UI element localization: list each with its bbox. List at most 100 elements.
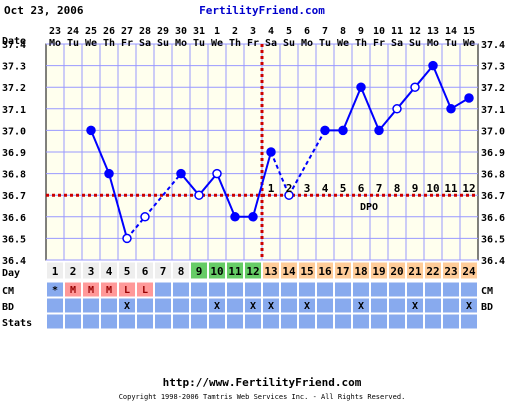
row-cell-days xyxy=(172,261,190,280)
temp-point xyxy=(230,212,240,222)
row-cell-days xyxy=(244,261,262,280)
days-value: 16 xyxy=(318,265,332,278)
temp-segment xyxy=(288,129,326,196)
row-cell-cm xyxy=(460,281,478,298)
dpo-number: 11 xyxy=(444,182,458,195)
row-cell-days xyxy=(388,261,406,280)
row-cell-stats xyxy=(388,313,406,330)
temp-point xyxy=(212,168,222,179)
row-cell-stats xyxy=(316,313,334,330)
bd-value: X xyxy=(304,301,310,312)
date-tick: 24 xyxy=(67,26,79,37)
bd-value: X xyxy=(466,301,472,312)
row-cell-bd xyxy=(118,297,136,314)
bd-value: X xyxy=(250,301,256,312)
y-tick-left: 37.1 xyxy=(2,105,26,116)
temp-point xyxy=(140,212,150,222)
row-cell-bd xyxy=(136,297,154,314)
y-tick-left: 37.3 xyxy=(2,62,26,73)
row-cell-cm xyxy=(406,281,424,298)
row-cell-cm xyxy=(190,281,208,298)
row-cell-cm xyxy=(100,281,118,298)
y-tick-right: 37.1 xyxy=(481,105,505,116)
row-cell-stats xyxy=(334,313,352,330)
date-tick: 29 xyxy=(157,26,169,37)
temp-point xyxy=(284,190,294,200)
dpo-number: 6 xyxy=(358,182,365,195)
row-cell-days xyxy=(226,261,244,280)
dpo-number: 8 xyxy=(394,182,401,195)
row-cell-days xyxy=(352,261,370,280)
temp-segment xyxy=(216,173,236,218)
date-tick: 27 xyxy=(121,26,133,37)
days-value: 23 xyxy=(444,265,457,278)
weekday-tick: Fr xyxy=(121,38,133,49)
days-value: 22 xyxy=(426,265,439,278)
row-cell-days xyxy=(262,261,280,280)
row-cell-bd xyxy=(100,297,118,314)
row-cell-cm xyxy=(280,281,298,298)
row-cell-stats xyxy=(172,313,190,330)
date-tick: 9 xyxy=(358,26,364,37)
days-value: 7 xyxy=(160,265,167,278)
row-cell-stats xyxy=(190,313,208,330)
temp-segment xyxy=(342,86,362,131)
row-cell-stats xyxy=(208,313,226,330)
chart-date: Oct 23, 2006 xyxy=(4,4,84,17)
row-cell-days xyxy=(298,261,316,280)
date-tick: 15 xyxy=(463,26,475,37)
row-cell-stats xyxy=(370,313,388,330)
dpo-number: 7 xyxy=(376,182,383,195)
y-tick-right: 37.2 xyxy=(481,83,505,94)
dpo-number: 5 xyxy=(340,182,347,195)
days-value: 21 xyxy=(408,265,422,278)
weekday-tick: Su xyxy=(409,38,421,49)
temp-segment xyxy=(108,173,128,239)
y-tick-left: 36.7 xyxy=(2,191,26,202)
y-tick-left: 36.9 xyxy=(2,148,26,159)
row-label-left: BD xyxy=(2,302,14,313)
temp-point xyxy=(428,60,438,71)
days-value: 24 xyxy=(462,265,476,278)
y-tick-left: 37.2 xyxy=(2,83,26,94)
row-cell-bd xyxy=(64,297,82,314)
row-cell-stats xyxy=(352,313,370,330)
weekday-tick: Su xyxy=(283,38,295,49)
temp-point xyxy=(392,104,402,114)
weekday-tick: Sa xyxy=(139,38,151,49)
row-cell-days xyxy=(460,261,478,280)
temp-point xyxy=(122,233,132,244)
row-cell-stats xyxy=(226,313,244,330)
date-tick: 26 xyxy=(103,26,115,37)
bd-value: X xyxy=(214,301,220,312)
row-cell-cm xyxy=(208,281,226,298)
row-cell-cm xyxy=(424,281,442,298)
row-cell-bd xyxy=(370,297,388,314)
weekday-tick: Mo xyxy=(301,38,313,49)
row-cell-days xyxy=(136,261,154,280)
row-cell-bd xyxy=(442,297,460,314)
row-label-left: Stats xyxy=(2,318,32,329)
y-tick-left: 36.8 xyxy=(2,170,26,181)
y-tick-left: 37.4 xyxy=(2,40,26,51)
date-tick: 23 xyxy=(49,26,61,37)
row-label-left: CM xyxy=(2,286,14,297)
row-cell-bd xyxy=(334,297,352,314)
date-tick: 3 xyxy=(250,26,256,37)
y-tick-left: 37.0 xyxy=(2,126,26,137)
row-cell-bd xyxy=(190,297,208,314)
temp-point xyxy=(248,212,258,222)
temp-segment xyxy=(360,86,380,131)
date-tick: 31 xyxy=(193,26,205,37)
y-tick-right: 36.4 xyxy=(481,256,505,267)
row-cell-days xyxy=(424,261,442,280)
cm-value: M xyxy=(106,285,112,296)
weekday-tick: Sa xyxy=(265,38,277,49)
temp-segment xyxy=(144,172,182,218)
row-cell-days xyxy=(118,261,136,280)
row-cell-bd xyxy=(82,297,100,314)
temp-point xyxy=(338,125,348,136)
row-cell-cm xyxy=(388,281,406,298)
weekday-tick: We xyxy=(463,38,475,49)
